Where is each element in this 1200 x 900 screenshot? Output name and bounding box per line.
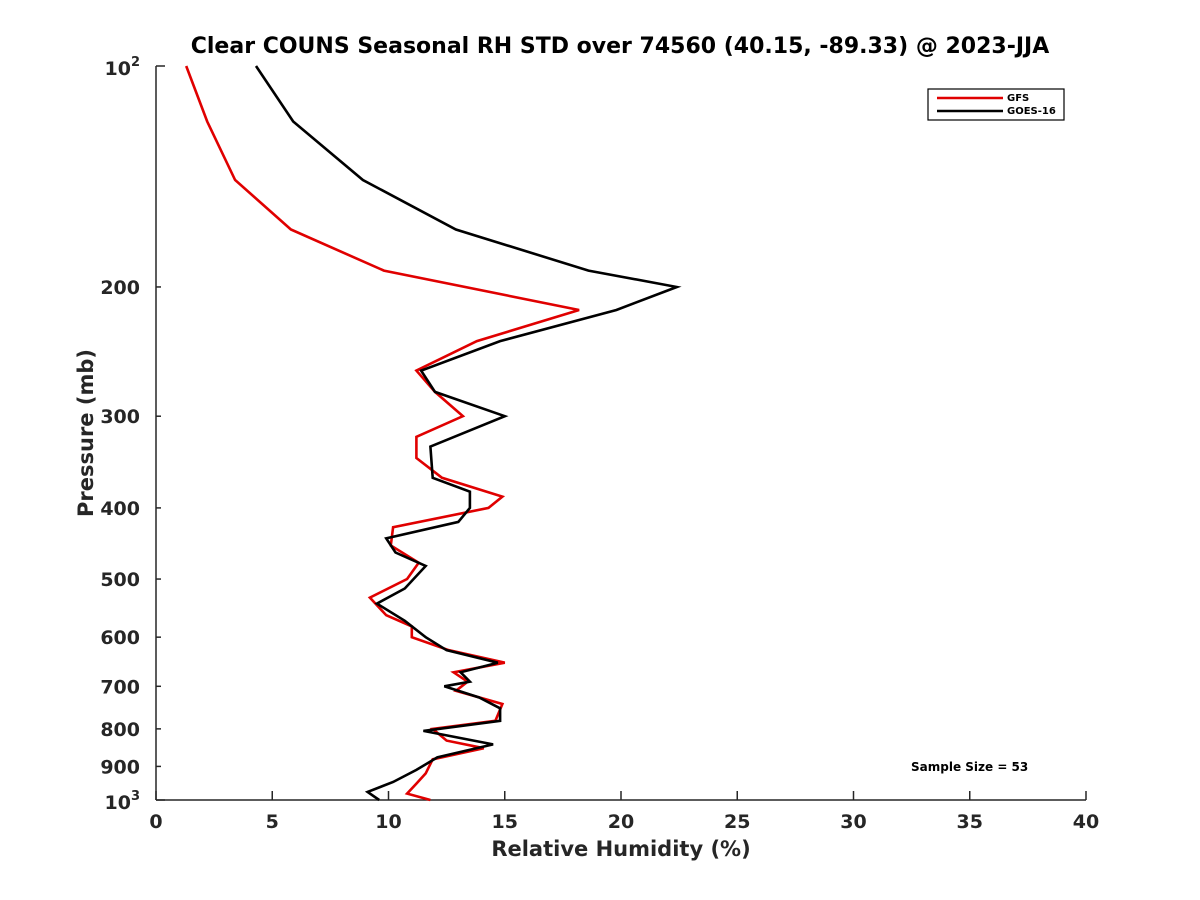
series-line-gfs [184, 65, 580, 802]
y-tick-label: 900 [100, 756, 140, 778]
y-axis-ticks: 200 300 400 500 600 700 800 900 [100, 65, 165, 801]
x-tick-label: 5 [266, 811, 279, 833]
sample-size-annotation: Sample Size = 53 [911, 760, 1028, 774]
y-tick-label: 400 [100, 498, 140, 520]
y-tick-label: 600 [100, 627, 140, 649]
series-lines [184, 65, 682, 802]
y-tick-label: 700 [100, 676, 140, 698]
legend: GFS GOES-16 [927, 88, 1065, 121]
x-tick-label: 10 [375, 811, 401, 833]
chart-title: Clear COUNS Seasonal RH STD over 74560 (… [191, 34, 1050, 59]
y-tick-label-bottom: 103 [105, 789, 141, 814]
x-tick-label: 30 [840, 811, 866, 833]
series-line-goes16 [254, 65, 682, 802]
plot-area [155, 66, 1086, 801]
x-tick-label: 0 [149, 811, 162, 833]
x-axis-label: Relative Humidity (%) [491, 837, 750, 861]
x-tick-label: 15 [492, 811, 518, 833]
legend-box [927, 88, 1065, 121]
x-tick-label: 35 [957, 811, 983, 833]
y-axis-label: Pressure (mb) [74, 349, 98, 517]
x-tick-label: 40 [1073, 811, 1099, 833]
legend-label-gfs: GFS [1007, 93, 1029, 104]
x-tick-label: 25 [724, 811, 750, 833]
y-tick-label-top: 102 [105, 55, 141, 80]
x-axis-ticks: 0 5 10 15 20 25 30 35 40 [149, 791, 1099, 833]
y-tick-label: 500 [100, 569, 140, 591]
y-tick-label: 800 [100, 719, 140, 741]
x-tick-label: 20 [608, 811, 634, 833]
legend-label-goes16: GOES-16 [1007, 106, 1056, 117]
y-tick-label: 300 [100, 406, 140, 428]
y-tick-label: 200 [100, 277, 140, 299]
